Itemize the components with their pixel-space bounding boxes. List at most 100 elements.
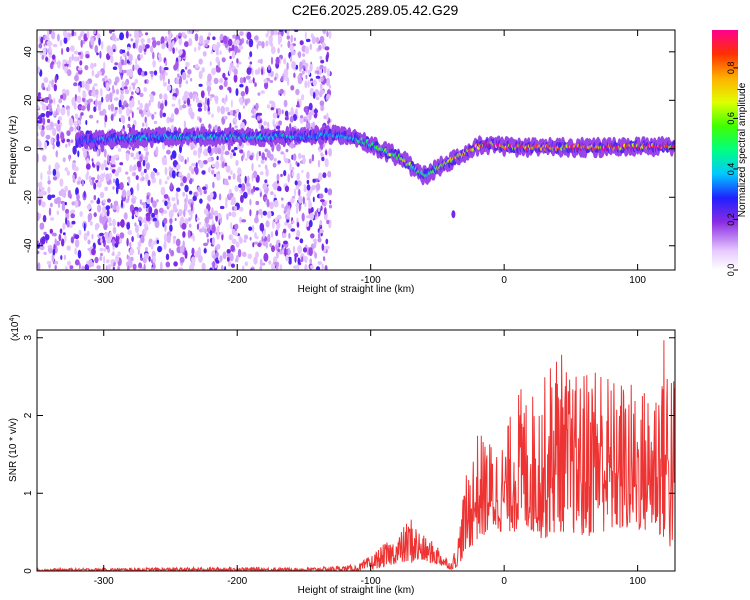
noise-speck [230,222,233,230]
noise-speck [312,79,317,87]
noise-speck [255,251,259,258]
noise-speck [184,41,189,48]
noise-speck [76,95,82,104]
noise-speck [295,161,298,166]
noise-speck [99,110,105,116]
y-tick-label: 0 [23,568,34,574]
noise-speck [149,45,154,53]
colorbar-tick-label: 0.0 [726,264,736,277]
noise-speck [107,154,110,163]
noise-speck [329,199,332,205]
noise-speck [148,256,151,262]
noise-speck [166,235,171,244]
noise-speck [137,207,142,213]
noise-speck [194,30,200,33]
noise-speck [114,242,119,248]
noise-speck [211,113,214,118]
noise-speck [265,220,270,228]
noise-speck [108,222,112,226]
snr-scale-exponent: 4 [9,318,16,322]
noise-speck [78,52,82,56]
noise-speck [115,185,119,195]
noise-speck [159,109,163,119]
noise-speck [52,168,57,176]
noise-speck [320,152,324,157]
noise-speck [81,80,85,88]
noise-speck [301,256,304,262]
noise-speck [64,234,67,243]
noise-speck [204,39,210,44]
noise-speck [133,206,139,212]
noise-speck [319,100,325,107]
noise-speck [324,265,328,270]
noise-speck [310,265,314,269]
noise-speck [319,91,323,98]
noise-speck [217,212,222,220]
noise-speck [66,108,70,117]
noise-speck [74,247,78,255]
noise-speck [201,226,205,233]
noise-speck [272,118,275,127]
noise-speck [47,103,52,110]
noise-speck [58,98,63,104]
noise-speck [68,154,71,162]
noise-speck [287,173,291,183]
noise-speck [115,254,120,263]
noise-speck [91,91,96,97]
noise-speck [69,126,74,132]
noise-speck [64,185,68,192]
noise-speck [222,144,225,152]
noise-speck [113,81,118,86]
noise-speck [112,66,118,70]
noise-speck [105,173,110,182]
noise-speck [244,99,248,106]
noise-speck [162,142,166,150]
noise-speck [219,85,224,90]
noise-speck [125,152,130,161]
noise-speck [173,64,178,71]
noise-speck [133,156,137,160]
noise-speck [171,150,177,159]
noise-speck [66,170,71,176]
noise-speck [154,219,160,229]
noise-speck [140,235,145,244]
noise-speck [84,65,89,71]
noise-speck [66,245,71,251]
noise-speck [285,255,289,262]
noise-speck [157,245,162,253]
noise-speck [148,238,153,243]
noise-speck [231,44,235,51]
noise-speck [80,112,84,116]
noise-speck [121,59,125,66]
colorbar: 0.0 0.2 0.4 0.6 0.8 Normalized spectral ampl… [712,30,748,276]
noise-speck [229,253,234,262]
noise-speck [286,35,290,40]
noise-speck [49,126,52,131]
noise-speck [138,109,143,115]
noise-speck [301,70,305,75]
noise-speck [328,84,332,89]
noise-speck [159,65,162,75]
noise-speck [123,86,128,90]
noise-speck [93,106,97,113]
noise-speck [102,205,107,214]
noise-speck [212,181,215,189]
noise-speck [71,220,76,225]
noise-speck [51,79,55,88]
snr-x-label: Height of straight line (km) [298,585,415,596]
noise-speck [212,44,217,51]
noise-speck [308,201,313,209]
spectrogram-y-label: Frequency (Hz) [8,116,19,185]
noise-speck [268,73,272,77]
noise-speck [186,74,191,78]
noise-speck [100,40,104,50]
noise-speck [248,38,254,48]
noise-speck [202,186,207,191]
noise-speck [135,87,140,93]
noise-speck [240,194,244,204]
snr-scale-prefix: (x10 [10,321,21,341]
noise-speck [119,182,124,191]
noise-speck [312,91,316,99]
noise-speck [284,157,289,164]
noise-speck [78,105,81,110]
